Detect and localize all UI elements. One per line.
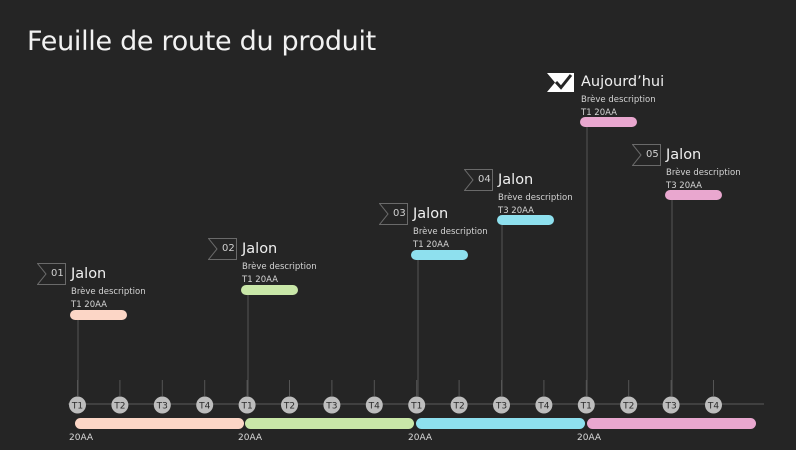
year-segment bbox=[75, 418, 244, 429]
quarter-marker: T2 bbox=[620, 396, 638, 414]
flag-icon: 05 bbox=[632, 144, 662, 166]
year-segments bbox=[75, 418, 756, 429]
milestone-description: Brève description bbox=[498, 193, 573, 203]
milestone-number: 04 bbox=[478, 174, 491, 185]
quarter-label: T1 bbox=[410, 401, 422, 411]
quarter-marker: T2 bbox=[281, 396, 298, 414]
milestone-bar bbox=[665, 190, 722, 200]
year-label: 20AA bbox=[69, 433, 94, 443]
milestone-description: Brève description bbox=[242, 262, 317, 272]
quarter-label: T4 bbox=[707, 401, 719, 411]
milestone-bar bbox=[70, 310, 127, 320]
quarter-label: T4 bbox=[198, 401, 210, 411]
quarter-marker: T3 bbox=[153, 396, 171, 414]
milestone-number: 05 bbox=[646, 149, 659, 160]
quarter-label: T4 bbox=[368, 401, 380, 411]
quarter-label: T3 bbox=[495, 401, 507, 411]
check-flag-icon bbox=[547, 71, 575, 93]
quarter-marker: T1 bbox=[69, 396, 86, 414]
quarter-label: T3 bbox=[156, 401, 168, 411]
flag-icon: 03 bbox=[379, 203, 409, 225]
quarter-label: T3 bbox=[664, 401, 676, 411]
year-segment bbox=[587, 418, 756, 429]
quarter-label: T1 bbox=[71, 401, 83, 411]
quarter-marker: T1 bbox=[408, 396, 426, 414]
page-title: Feuille de route du produit bbox=[27, 26, 376, 57]
quarter-marker: T1 bbox=[238, 396, 256, 414]
milestone-name: Aujourd’hui bbox=[581, 74, 665, 90]
milestone-03: 03 Jalon Brève description T1 20AA bbox=[379, 203, 488, 250]
milestone-name: Jalon bbox=[666, 147, 702, 163]
quarter-markers: T1 T2 T3 T4 T1 T2 T3 T4 T1 T2 T3 T4 T1 T2 T3 T4 bbox=[69, 396, 722, 414]
milestone-description: Brève description bbox=[666, 168, 741, 178]
milestone-date: T3 20AA bbox=[666, 181, 702, 191]
milestone-bar bbox=[580, 117, 637, 127]
quarter-marker: T4 bbox=[365, 396, 383, 414]
milestone-02: 02 Jalon Brève description T1 20AA bbox=[208, 238, 317, 285]
quarter-marker: T4 bbox=[196, 396, 214, 414]
milestone-name: Jalon bbox=[242, 241, 278, 257]
year-segment bbox=[245, 418, 414, 429]
year-segment bbox=[416, 418, 585, 429]
quarter-marker: T4 bbox=[535, 396, 553, 414]
quarter-marker: T3 bbox=[662, 396, 680, 414]
milestone-description: Brève description bbox=[71, 287, 146, 297]
milestone-bar bbox=[241, 285, 298, 295]
milestone-01: 01 Jalon Brève description T1 20AA bbox=[37, 263, 146, 310]
quarter-label: T4 bbox=[537, 401, 549, 411]
quarter-label: T2 bbox=[622, 401, 634, 411]
year-label: 20AA bbox=[408, 433, 433, 443]
milestone-name: Jalon bbox=[498, 172, 534, 188]
milestone-name: Jalon bbox=[413, 206, 449, 222]
milestone-date: T3 20AA bbox=[498, 206, 534, 216]
milestone-number: 01 bbox=[51, 268, 64, 279]
quarter-marker: T3 bbox=[323, 396, 341, 414]
milestone-date: T1 20AA bbox=[71, 300, 107, 310]
quarter-marker: T4 bbox=[705, 396, 722, 414]
milestone-name: Jalon bbox=[71, 266, 107, 282]
milestone-today: Aujourd’hui Brève description T1 20AA bbox=[547, 71, 664, 118]
milestone-04: 04 Jalon Brève description T3 20AA bbox=[464, 169, 573, 216]
milestone-date: T1 20AA bbox=[581, 108, 617, 118]
quarter-ticks bbox=[77, 380, 714, 396]
milestone-05: 05 Jalon Brève description T3 20AA bbox=[632, 144, 741, 191]
milestone-number: 02 bbox=[222, 243, 235, 254]
quarter-label: T1 bbox=[580, 401, 592, 411]
flag-icon: 02 bbox=[208, 238, 238, 260]
flag-icon: 04 bbox=[464, 169, 494, 191]
flag-icon: 01 bbox=[37, 263, 67, 285]
quarter-label: T1 bbox=[240, 401, 252, 411]
quarter-marker: T3 bbox=[493, 396, 510, 414]
year-label: 20AA bbox=[577, 433, 602, 443]
milestone-date: T1 20AA bbox=[242, 275, 278, 285]
quarter-label: T2 bbox=[283, 401, 295, 411]
year-label: 20AA bbox=[238, 433, 263, 443]
quarter-marker: T2 bbox=[111, 396, 129, 414]
milestone-date: T1 20AA bbox=[413, 240, 449, 250]
milestone-bar bbox=[497, 215, 554, 225]
milestone-bar bbox=[411, 250, 468, 260]
quarter-marker: T2 bbox=[450, 396, 468, 414]
milestone-description: Brève description bbox=[581, 95, 656, 105]
quarter-label: T3 bbox=[325, 401, 337, 411]
quarter-marker: T1 bbox=[577, 396, 595, 414]
milestone-number: 03 bbox=[393, 208, 406, 219]
quarter-label: T2 bbox=[452, 401, 464, 411]
milestone-description: Brève description bbox=[413, 227, 488, 237]
quarter-label: T2 bbox=[113, 401, 125, 411]
